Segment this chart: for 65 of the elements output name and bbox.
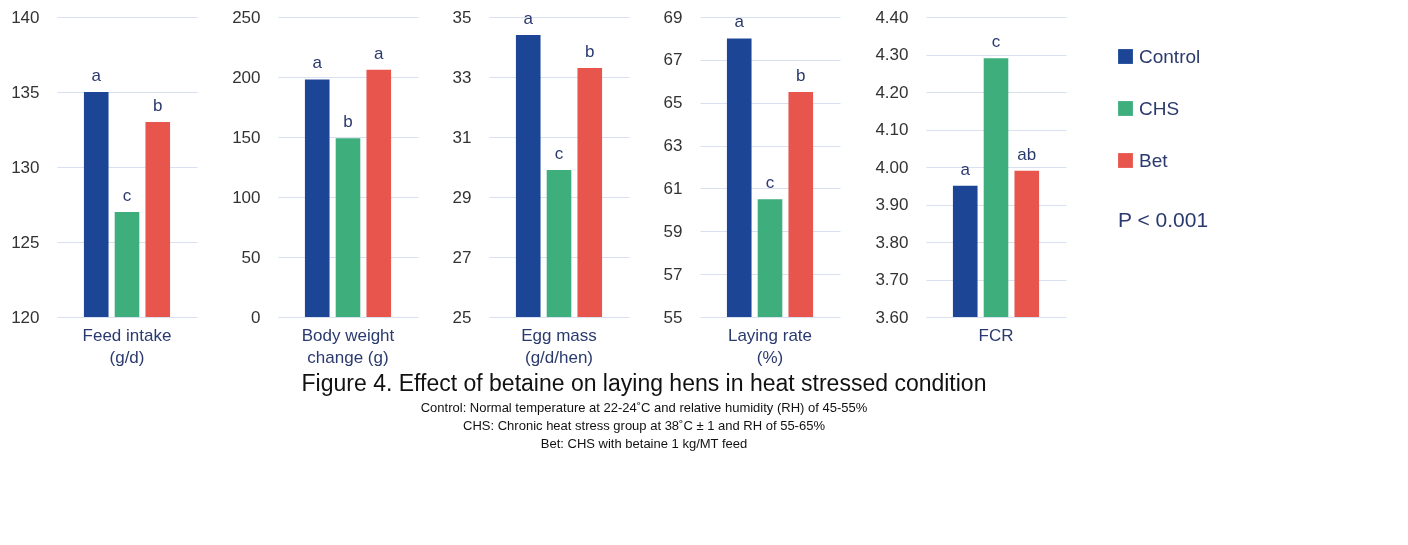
y-tick-label: 50 [241, 247, 261, 267]
y-tick-label: 57 [663, 264, 683, 284]
y-tick-label: 63 [663, 136, 683, 156]
bar [335, 138, 361, 317]
text: Control: Normal temperature at 22-24˚C and relative humidity (RH) of 45-55% [420, 400, 868, 415]
y-tick-label: 67 [663, 50, 683, 70]
y-tick-label: 3.90 [875, 195, 909, 214]
data-label: a [734, 12, 745, 32]
data-label: c [765, 173, 775, 193]
y-tick-label: 33 [452, 67, 472, 87]
data-label: a [91, 66, 102, 85]
data-label: b [153, 96, 163, 115]
bar [304, 79, 330, 317]
legend-label: Control [1139, 45, 1201, 67]
legend-label: CHS [1139, 97, 1180, 119]
data-label: ab [1017, 144, 1037, 164]
y-tick-label: 250 [232, 7, 261, 27]
x-tick-label: Laying rate (%) [727, 325, 813, 367]
y-tick-label: 4.40 [875, 7, 909, 27]
y-tick-label: 3.70 [875, 270, 909, 289]
text: CHS: Chronic heat stress group at 38˚C ± 1 and RH of 55-65% [463, 418, 826, 433]
x-tick-label: Body weight change (g) [301, 325, 395, 367]
y-tick-label: 61 [663, 178, 683, 198]
data-label: c [122, 186, 132, 205]
y-tick-label: 59 [663, 221, 683, 241]
data-label: c [991, 32, 1001, 52]
y-tick-label: 3.60 [875, 307, 909, 327]
y-tick-label: 135 [11, 82, 40, 102]
x-tick-label: Egg mass (g/d/hen) [521, 325, 597, 367]
data-label: b [343, 112, 353, 132]
y-tick-label: 3.80 [875, 232, 909, 252]
data-label: c [554, 144, 564, 163]
y-tick-label: 35 [452, 7, 472, 27]
bar [366, 69, 392, 317]
y-tick-label: 69 [663, 7, 683, 27]
y-tick-label: 140 [11, 7, 40, 27]
text: P < 0.001 [1118, 208, 1209, 231]
y-tick-label: 100 [232, 187, 261, 207]
y-tick-label: 200 [232, 67, 261, 87]
y-tick-label: 4.00 [875, 157, 909, 177]
data-label: a [960, 159, 971, 179]
data-label: a [523, 9, 534, 28]
y-tick-label: 4.30 [875, 45, 909, 64]
y-tick-label: 4.20 [875, 82, 909, 102]
legend-label: Bet [1139, 149, 1169, 171]
text: Figure 4. Effect of betaine on laying hens in heat stressed condition [301, 370, 987, 396]
text: Bet: CHS with betaine 1 kg/MT feed [540, 436, 748, 451]
y-tick-label: 150 [232, 127, 261, 147]
y-tick-label: 65 [663, 93, 683, 113]
x-tick-label: FCR [978, 325, 1014, 345]
y-tick-label: 55 [663, 307, 683, 327]
y-tick-label: 31 [452, 127, 472, 147]
x-tick-label: Feed intake (g/d) [82, 325, 172, 367]
y-tick-label: 29 [452, 187, 472, 207]
y-tick-label: 25 [452, 307, 472, 327]
y-tick-label: 27 [452, 247, 472, 267]
y-tick-label: 130 [11, 157, 40, 177]
y-tick-label: 0 [251, 307, 261, 327]
y-tick-label: 4.10 [875, 120, 909, 139]
y-tick-label: 120 [11, 307, 40, 327]
data-label: b [585, 42, 595, 61]
data-label: b [796, 66, 806, 85]
data-label: a [374, 43, 385, 63]
y-tick-label: 125 [11, 232, 40, 252]
data-label: a [312, 53, 323, 73]
